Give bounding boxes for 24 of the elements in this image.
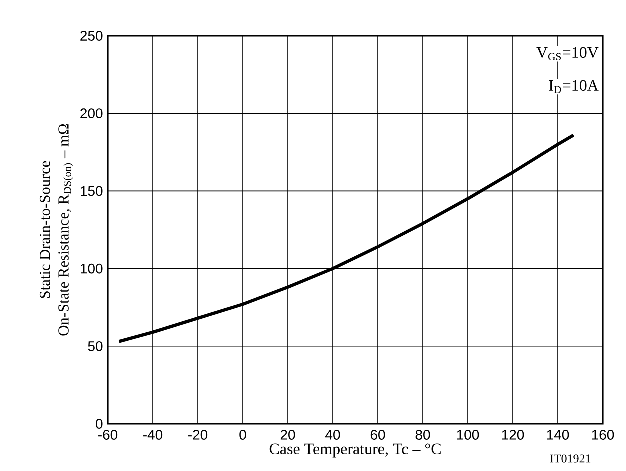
x-tick-label: 160: [592, 430, 614, 440]
x-tick-label: 0: [240, 430, 246, 440]
annotation: V$_{GS}$=10V: [536, 47, 599, 60]
line-series: [118, 134, 576, 344]
x-axis-title: Case Temperature, Tc – °C: [270, 444, 441, 458]
x-tick-label: 40: [326, 430, 340, 440]
y-tick-label: 0: [96, 419, 103, 429]
y-tick-label: 100: [81, 264, 103, 274]
text: IT01921: [550, 454, 591, 463]
x-tick-label: 140: [547, 430, 570, 440]
y-tick-label: 150: [81, 186, 103, 196]
x-tick-label: 100: [457, 430, 480, 440]
x-tick-label: -60: [98, 430, 118, 440]
annotation: I$_{D}$=10A: [549, 80, 599, 94]
y-tick-label: 250: [80, 31, 103, 41]
y-tick-label: 50: [88, 341, 103, 352]
x-tick-label: -20: [188, 430, 208, 440]
x-tick-label: 120: [502, 430, 524, 440]
x-tick-label: 80: [416, 430, 430, 440]
x-tick-label: -40: [144, 430, 163, 440]
x-tick-label: 20: [280, 430, 296, 440]
x-tick-label: 60: [370, 430, 386, 440]
y-tick-label: 200: [80, 108, 103, 119]
y-axis-title: Static Drain-to-Source On-State Resistance, R$_{DS(on)}$ – mΩ: [40, 124, 74, 336]
